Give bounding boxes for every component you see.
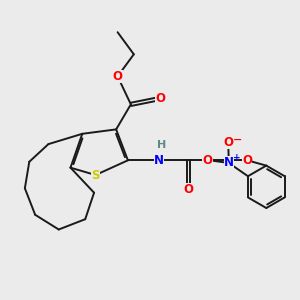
Text: O: O (112, 70, 123, 83)
Text: H: H (157, 140, 166, 150)
Text: O: O (155, 92, 165, 105)
Text: N: N (224, 157, 234, 169)
Text: S: S (91, 169, 100, 182)
Text: −: − (232, 134, 242, 144)
Text: O: O (223, 136, 233, 149)
Text: O: O (202, 154, 213, 166)
Text: O: O (183, 183, 193, 196)
Text: N: N (154, 154, 164, 167)
Text: O: O (242, 154, 252, 167)
Text: +: + (233, 153, 241, 162)
